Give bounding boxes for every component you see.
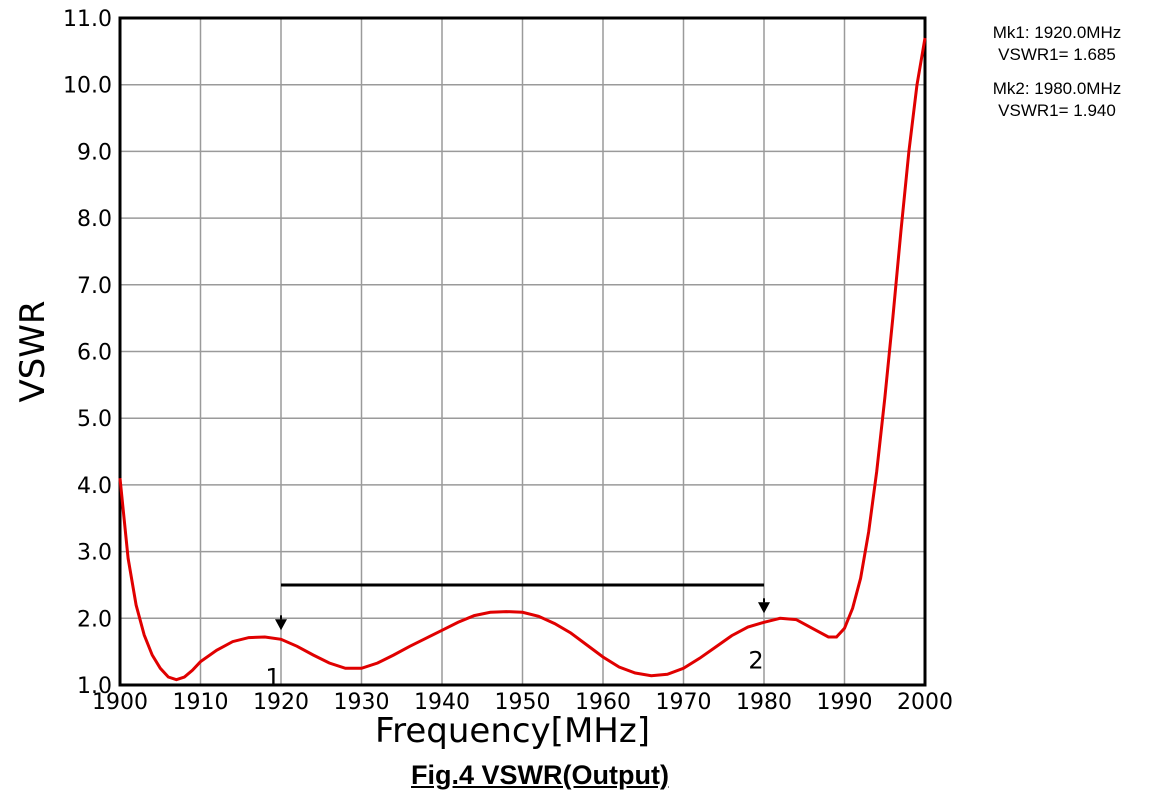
marker-readout-2-vswr: VSWR1= 1.940	[998, 101, 1116, 120]
x-axis-ticks: 1900 1910 1920 1930 1940 1950 1960 1970 1980 1990…	[92, 690, 953, 715]
marker-triangle-icon	[275, 619, 287, 631]
marker-readout-1: Mk1: 1920.0MHz VSWR1= 1.685	[952, 22, 1157, 66]
x-tick-label: 1950	[495, 690, 551, 715]
x-tick-label: 1940	[414, 690, 470, 715]
marker-readout-2-freq: Mk2: 1980.0MHz	[992, 79, 1122, 98]
x-tick-label: 1930	[334, 690, 390, 715]
x-axis-title: Frequency[MHz]	[375, 711, 650, 751]
markers: 12	[265, 598, 770, 691]
x-tick-label: 1990	[817, 690, 873, 715]
x-tick-label: 1970	[656, 690, 712, 715]
x-tick-label: 1980	[736, 690, 792, 715]
x-tick-label: 1920	[253, 690, 309, 715]
grid-lines	[120, 18, 925, 685]
vswr-trace	[118, 37, 927, 682]
y-tick-label: 7.0	[77, 274, 112, 299]
marker-label: 2	[748, 646, 763, 674]
y-tick-label: 5.0	[77, 407, 112, 432]
plot-frame	[118, 16, 927, 687]
y-tick-label: 9.0	[77, 140, 112, 165]
y-tick-label: 1.0	[77, 674, 112, 699]
y-axis-ticks: 1.0 2.0 3.0 4.0 5.0 6.0 7.0 8.0 9.0 10.0 11.0	[63, 7, 112, 699]
y-tick-label: 3.0	[77, 541, 112, 566]
x-tick-label: 1900	[92, 690, 148, 715]
x-tick-label: 2000	[897, 690, 953, 715]
marker-readout-1-vswr: VSWR1= 1.685	[998, 45, 1116, 64]
x-tick-label: 1910	[173, 690, 229, 715]
y-tick-label: 8.0	[77, 207, 112, 232]
y-tick-label: 11.0	[63, 7, 112, 32]
y-tick-label: 10.0	[63, 74, 112, 99]
marker-readout-2: Mk2: 1980.0MHz VSWR1= 1.940	[952, 78, 1157, 122]
marker-label: 1	[265, 663, 280, 691]
marker-readout-1-freq: Mk1: 1920.0MHz	[992, 23, 1122, 42]
x-tick-label: 1960	[575, 690, 631, 715]
y-tick-label: 4.0	[77, 474, 112, 499]
y-tick-label: 6.0	[77, 341, 112, 366]
figure-caption: Fig.4 VSWR(Output)	[411, 760, 669, 790]
y-tick-label: 2.0	[77, 607, 112, 632]
y-axis-title: VSWR	[13, 300, 53, 402]
marker-triangle-icon	[758, 602, 770, 614]
